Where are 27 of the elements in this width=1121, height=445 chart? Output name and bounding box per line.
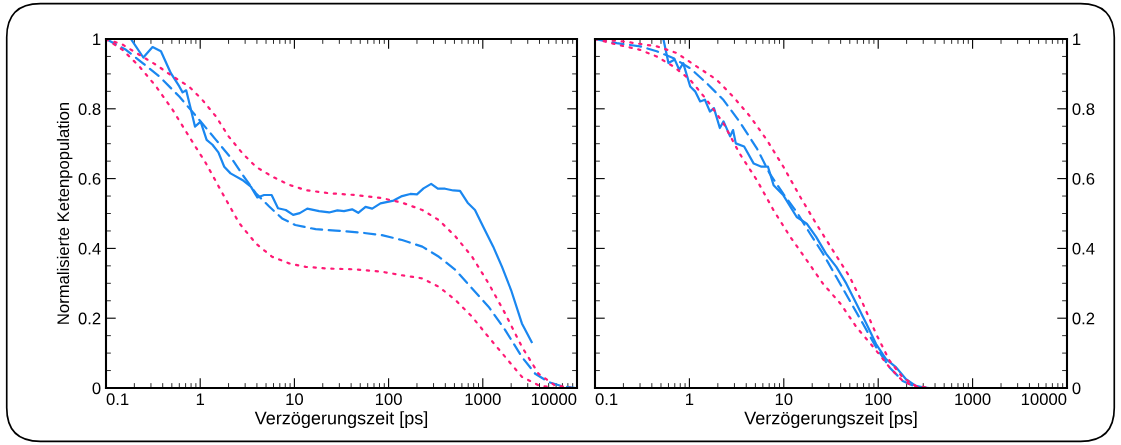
y-tick-label: 0.2 xyxy=(78,312,101,325)
y-tick-label: 0.4 xyxy=(78,242,101,255)
y-tick-label: 1 xyxy=(1073,33,1081,46)
y-tick-label: 0.8 xyxy=(1072,103,1095,115)
x-tick-label: 1 xyxy=(196,393,205,405)
y-tick-label: 0.4 xyxy=(1072,242,1095,255)
y-tick-label: 0.6 xyxy=(78,173,101,185)
x-tick-label: 1000 xyxy=(465,393,501,406)
x-tick-label: 1000 xyxy=(955,393,991,406)
x-tick-label: 10000 xyxy=(531,393,577,406)
x-axis-title: Verzögerungszeit [ps] xyxy=(254,411,428,429)
x-tick-label: 10000 xyxy=(1021,393,1067,406)
x-tick-label: 10 xyxy=(775,393,793,406)
y-tick-label: 0.8 xyxy=(78,103,101,115)
y-tick-label: 1 xyxy=(93,33,101,46)
x-tick-label: 100 xyxy=(865,393,892,406)
y-tick-label: 0.6 xyxy=(1072,173,1095,185)
x-tick-label: 0.1 xyxy=(106,393,129,406)
y-tick-label: 0 xyxy=(1072,382,1081,395)
y-axis-title: Normalisierte Ketenpopulation xyxy=(56,102,73,324)
x-tick-label: 0.1 xyxy=(595,393,618,406)
x-tick-label: 1 xyxy=(686,393,694,405)
x-axis-title: Verzögerungszeit [ps] xyxy=(744,411,917,429)
x-tick-label: 10 xyxy=(286,393,304,406)
y-tick-label: 0.2 xyxy=(1072,312,1095,325)
y-tick-label: 0 xyxy=(92,382,101,395)
x-tick-label: 100 xyxy=(375,393,402,406)
